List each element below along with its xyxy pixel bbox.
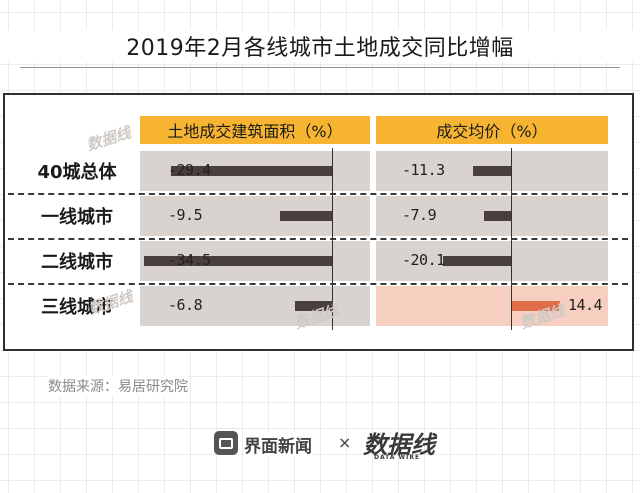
title-divider xyxy=(20,67,620,68)
bar-s1-r2 xyxy=(442,256,511,266)
row-divider-2 xyxy=(8,283,628,285)
column-separator xyxy=(372,116,374,326)
value-label-s0-r0: -29.4 xyxy=(168,161,211,179)
bar-s0-r3 xyxy=(294,301,332,311)
row-divider-0 xyxy=(8,193,628,195)
header-price: 成交均价（%） xyxy=(376,116,608,144)
zero-line-s0 xyxy=(332,148,333,330)
footer-brand-jiemian: 界面新闻 xyxy=(244,432,312,457)
header-area: 土地成交建筑面积（%） xyxy=(140,116,370,144)
value-label-s0-r3: -6.8 xyxy=(168,296,203,314)
bar-s1-r0 xyxy=(472,166,511,176)
value-label-s1-r2: -20.1 xyxy=(402,251,445,269)
row-divider-1 xyxy=(8,238,628,240)
value-label-s1-r0: -11.3 xyxy=(402,161,445,179)
value-label-s0-r2: -34.5 xyxy=(168,251,211,269)
value-label-s1-r1: -7.9 xyxy=(402,206,437,224)
footer-separator: × xyxy=(338,433,352,452)
value-label-s1-r3: 14.4 xyxy=(567,296,603,314)
bar-s1-r3 xyxy=(511,301,560,311)
zero-line-s1 xyxy=(511,148,512,330)
footer: 界面新闻 × 数据线 DATA WIRE xyxy=(0,421,640,465)
value-label-s0-r1: -9.5 xyxy=(168,206,203,224)
cell-s1-r3 xyxy=(376,286,608,326)
footer-brand-datawire-sub: DATA WIRE xyxy=(374,454,421,461)
row-label-2: 二线城市 xyxy=(41,252,113,273)
source-note: 数据来源：易居研究院 xyxy=(48,376,188,396)
chart-title: 2019年2月各线城市土地成交同比增幅 xyxy=(0,30,640,62)
jiemian-logo-icon xyxy=(214,431,238,455)
bar-s1-r1 xyxy=(484,211,511,221)
bar-s0-r1 xyxy=(280,211,332,221)
footer-brand-datawire: 数据线 xyxy=(363,430,435,459)
bar-s0-r2 xyxy=(143,256,332,266)
row-label-1: 一线城市 xyxy=(41,207,113,228)
row-label-3: 三线城市 xyxy=(41,297,113,318)
row-label-0: 40城总体 xyxy=(37,162,117,183)
bar-s0-r0 xyxy=(171,166,332,176)
